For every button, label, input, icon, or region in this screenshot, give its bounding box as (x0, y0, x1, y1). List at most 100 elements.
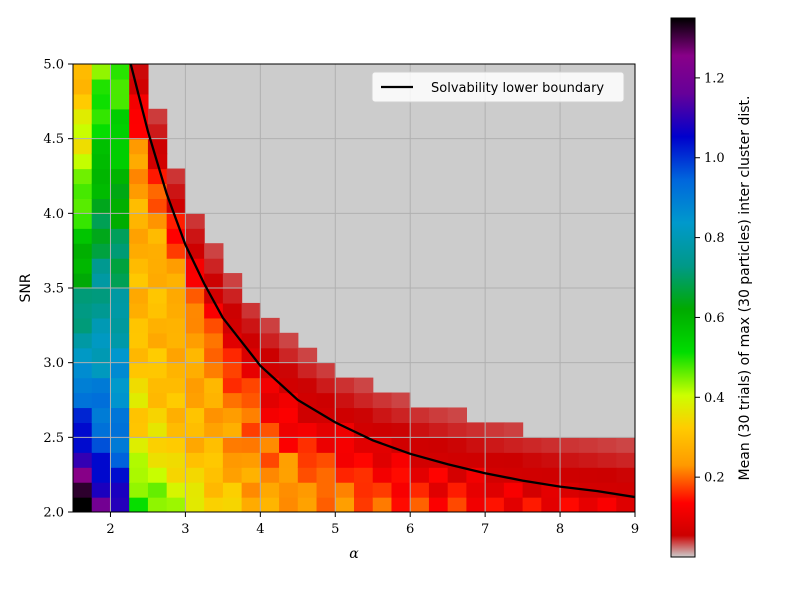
heatmap-cell (91, 123, 112, 140)
heatmap-cell (110, 138, 130, 155)
heatmap-cell (447, 482, 467, 498)
heatmap-cell (447, 437, 467, 453)
heatmap-cell (204, 377, 224, 394)
heatmap-cell (110, 273, 130, 289)
heatmap-cell (73, 273, 93, 289)
heatmap-cell (204, 317, 224, 334)
heatmap-cell (354, 407, 374, 423)
heatmap-cell (335, 392, 355, 409)
heatmap-cell (372, 407, 393, 423)
heatmap-cell (204, 362, 224, 379)
heatmap-cell (147, 422, 168, 438)
colorbar-tick-label: 0.2 (704, 471, 725, 486)
heatmap-cell (597, 437, 617, 453)
heatmap-cell (241, 497, 261, 512)
heatmap-cell (166, 362, 186, 379)
heatmap-cell (110, 78, 130, 95)
heatmap-cell (204, 467, 224, 483)
heatmap-cell (73, 228, 93, 244)
heatmap-cell (73, 482, 93, 498)
heatmap-cell (578, 497, 599, 512)
heatmap-cell (316, 392, 336, 409)
heatmap-cell (129, 123, 149, 140)
heatmap-cell (110, 243, 130, 259)
heatmap-cell (73, 407, 93, 423)
heatmap-cell (147, 482, 168, 498)
heatmap-cell (391, 467, 411, 483)
y-axis-label: SNR (18, 273, 34, 302)
heatmap-cell (147, 347, 168, 364)
heatmap-cell (447, 422, 467, 438)
heatmap-cell (204, 302, 224, 319)
heatmap-cell (129, 198, 149, 214)
heatmap-cell (129, 288, 149, 304)
heatmap-cell (335, 482, 355, 498)
heatmap-cell (185, 422, 205, 438)
heatmap-cell (335, 407, 355, 423)
heatmap-cell (260, 347, 280, 364)
heatmap-cell (391, 407, 411, 423)
heatmap-cell (73, 78, 93, 95)
x-tick-label: 9 (631, 522, 639, 537)
y-tick-label: 3.5 (43, 282, 64, 297)
solvability-boundary-line (129, 64, 635, 499)
heatmap-cell (110, 422, 130, 438)
heatmap-cell (147, 497, 168, 512)
heatmap-cell (147, 243, 168, 259)
heatmap-cell (204, 482, 224, 498)
heatmap-cell (279, 332, 299, 349)
heatmap-cell (316, 362, 336, 379)
colorbar-frame (670, 17, 696, 558)
heatmap-cell (185, 317, 205, 334)
heatmap-cell (166, 407, 186, 423)
heatmap-cell (129, 437, 149, 453)
heatmap-cell (147, 123, 168, 140)
heatmap-cell (91, 243, 112, 259)
heatmap-cell (73, 497, 93, 512)
heatmap-cell (279, 392, 299, 409)
x-tick-label: 8 (556, 522, 564, 537)
heatmap-cell (185, 407, 205, 423)
heatmap-cell (241, 317, 261, 334)
heatmap-cell (73, 153, 93, 170)
heatmap-cell (129, 258, 149, 274)
x-tick-label: 5 (331, 522, 339, 537)
heatmap-cell (166, 273, 186, 289)
heatmap-cell (185, 347, 205, 364)
heatmap-cell (222, 273, 243, 289)
heatmap-cell (91, 482, 112, 498)
heatmap-cell (73, 422, 93, 438)
heatmap-cell (335, 422, 355, 438)
heatmap-cell (166, 302, 186, 319)
x-axis-label: α (349, 546, 359, 562)
heatmap-cell (129, 78, 149, 95)
heatmap-cell (91, 273, 112, 289)
heatmap-cell (166, 347, 186, 364)
heatmap-cell (110, 108, 130, 125)
heatmap-cell (110, 482, 130, 498)
heatmap-cell (129, 183, 149, 199)
heatmap-cell (466, 437, 486, 453)
heatmap-cell (147, 377, 168, 394)
heatmap-cell (428, 422, 449, 438)
heatmap-cell (73, 93, 93, 110)
heatmap-cell (222, 362, 243, 379)
x-tick-label: 3 (181, 522, 189, 537)
x-tick-label: 4 (256, 522, 264, 537)
heatmap-cell (166, 497, 186, 512)
heatmap-cell (204, 407, 224, 423)
heatmap-cell (166, 482, 186, 498)
heatmap-cell (503, 482, 524, 498)
heatmap-cell (110, 228, 130, 244)
heatmap-cell (129, 482, 149, 498)
heatmap-cell (447, 467, 467, 483)
heatmap-cell (73, 213, 93, 229)
heatmap-cell (110, 168, 130, 185)
heatmap-cell (372, 497, 393, 512)
heatmap-cell (147, 213, 168, 229)
heatmap-cell (297, 407, 318, 423)
heatmap-cell (110, 302, 130, 319)
heatmap-cell (428, 482, 449, 498)
heatmap-cell (73, 332, 93, 349)
